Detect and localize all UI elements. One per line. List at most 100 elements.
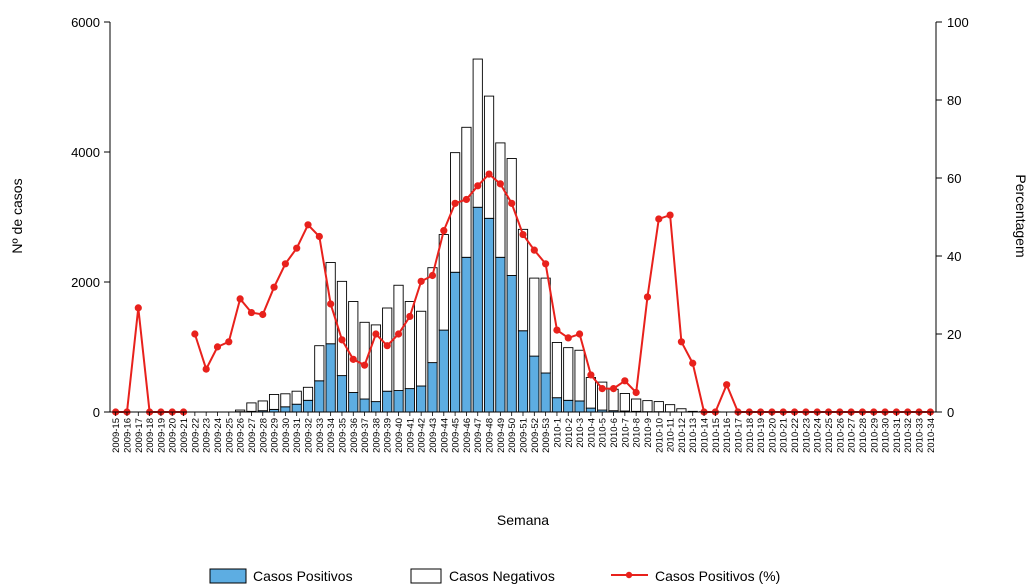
- bar-negativos: [404, 301, 415, 390]
- bar-negativos: [642, 400, 653, 413]
- point-percent: [553, 326, 561, 334]
- point-percent: [349, 355, 357, 363]
- point-percent: [225, 338, 233, 346]
- x-tick-label: 2010-18: [745, 418, 756, 453]
- point-percent: [383, 342, 391, 350]
- point-percent: [609, 385, 618, 393]
- bar-negativos: [302, 386, 314, 401]
- x-tick-label: 2009-23: [202, 418, 213, 453]
- bar-negativos: [291, 390, 302, 405]
- point-percent: [621, 377, 629, 385]
- legend: Casos Positivos Casos Negativos Casos Po…: [209, 568, 780, 584]
- y2-tick-label: 0: [947, 405, 954, 420]
- legend-label-positivos: Casos Positivos: [253, 568, 353, 584]
- x-tick-label: 2009-39: [383, 418, 394, 453]
- point-percent: [191, 330, 199, 338]
- bar-positivos: [574, 400, 585, 413]
- bar-positivos: [563, 399, 574, 413]
- bar-positivos: [314, 380, 325, 413]
- bar-positivos: [540, 372, 551, 413]
- x-tick-label: 2010-3: [575, 418, 586, 448]
- bar-positivos: [450, 271, 461, 413]
- point-percent: [485, 170, 493, 178]
- x-tick-label: 2009-50: [507, 418, 518, 453]
- x-tick-label: 2010-10: [654, 418, 665, 453]
- x-tick-label: 2009-36: [349, 418, 360, 453]
- point-percent: [440, 227, 448, 235]
- x-tick-label: 2010-31: [892, 418, 903, 453]
- x-tick-label: 2009-16: [122, 418, 133, 453]
- point-percent: [394, 330, 403, 338]
- x-tick-label: 2010-19: [756, 418, 767, 453]
- x-tick-label: 2010-17: [733, 418, 744, 453]
- point-percent: [723, 381, 731, 389]
- y2-tick-label: 100: [947, 15, 969, 30]
- y2-tick-label: 60: [947, 171, 961, 186]
- bar-negativos: [427, 267, 438, 364]
- x-tick-label: 2010-33: [915, 418, 926, 453]
- bar-negativos: [563, 347, 574, 401]
- x-tick-label: 2009-31: [292, 418, 303, 453]
- point-percent: [542, 260, 550, 268]
- x-tick-label: 2009-52: [530, 418, 541, 453]
- x-tick-label: 2009-22: [190, 418, 201, 453]
- x-tick-label: 2009-32: [304, 418, 315, 453]
- y-tick-label: 2000: [71, 275, 100, 290]
- x-tick-label: 2009-17: [134, 418, 145, 453]
- x-tick-label: 2010-21: [779, 418, 790, 453]
- x-tick-label: 2010-13: [688, 418, 699, 453]
- y-tick-label: 6000: [71, 15, 100, 30]
- bar-positivos: [529, 355, 540, 413]
- x-tick-label: 2009-42: [417, 418, 428, 453]
- bar-positivos: [551, 397, 563, 413]
- x-tick-label: 2009-24: [213, 418, 224, 453]
- bar-positivos: [393, 390, 404, 413]
- point-percent: [564, 334, 572, 342]
- bar-positivos: [280, 406, 291, 413]
- x-tick-label: 2009-30: [281, 418, 292, 453]
- bar-positivos: [416, 385, 427, 413]
- x-tick-label: 2009-26: [236, 418, 247, 453]
- point-percent: [417, 277, 425, 285]
- x-tick-label: 2009-18: [145, 418, 156, 453]
- bar-positivos: [302, 399, 314, 413]
- x-tick-label: 2010-20: [767, 418, 778, 453]
- x-tick-label: 2010-15: [711, 418, 722, 453]
- x-tick-label: 2010-32: [903, 418, 914, 453]
- bar-negativos: [336, 280, 348, 377]
- legend-label-percent: Casos Positivos (%): [655, 568, 780, 584]
- y-tick-label: 0: [93, 405, 100, 420]
- bar-negativos: [517, 228, 529, 332]
- point-percent: [360, 361, 369, 369]
- x-tick-label: 2009-41: [405, 418, 416, 453]
- bar-negativos: [619, 393, 630, 412]
- point-percent: [677, 338, 686, 346]
- x-tick-label: 2010-26: [835, 418, 846, 453]
- legend-swatch-positivos: [209, 568, 247, 584]
- bar-negativos: [359, 321, 370, 400]
- point-percent: [508, 199, 516, 207]
- point-percent: [655, 215, 663, 223]
- series-line-percent: [115, 307, 184, 413]
- bar-negativos: [495, 142, 506, 258]
- bar-positivos: [291, 403, 302, 413]
- point-percent: [689, 359, 697, 367]
- bar-negativos: [348, 301, 359, 393]
- y2-axis-title: Percentagem: [1013, 174, 1029, 257]
- bar-negativos: [653, 401, 664, 413]
- x-tick-label: 2009-33: [315, 418, 326, 453]
- bar-negativos: [246, 402, 257, 412]
- x-tick-label: 2009-19: [156, 418, 167, 453]
- bar-positivos: [461, 256, 472, 413]
- x-tick-label: 2009-47: [473, 418, 484, 453]
- bar-negativos: [268, 394, 280, 410]
- point-percent: [293, 244, 301, 252]
- bar-positivos: [495, 256, 506, 413]
- x-tick-label: 2010-30: [881, 418, 892, 453]
- bars-layer: [235, 58, 721, 413]
- point-percent: [575, 330, 584, 338]
- x-tick-label: 2009-44: [439, 418, 450, 453]
- point-percent: [666, 211, 674, 219]
- legend-marker-percent: [625, 571, 633, 579]
- x-tick-label: 2009-53: [541, 418, 552, 453]
